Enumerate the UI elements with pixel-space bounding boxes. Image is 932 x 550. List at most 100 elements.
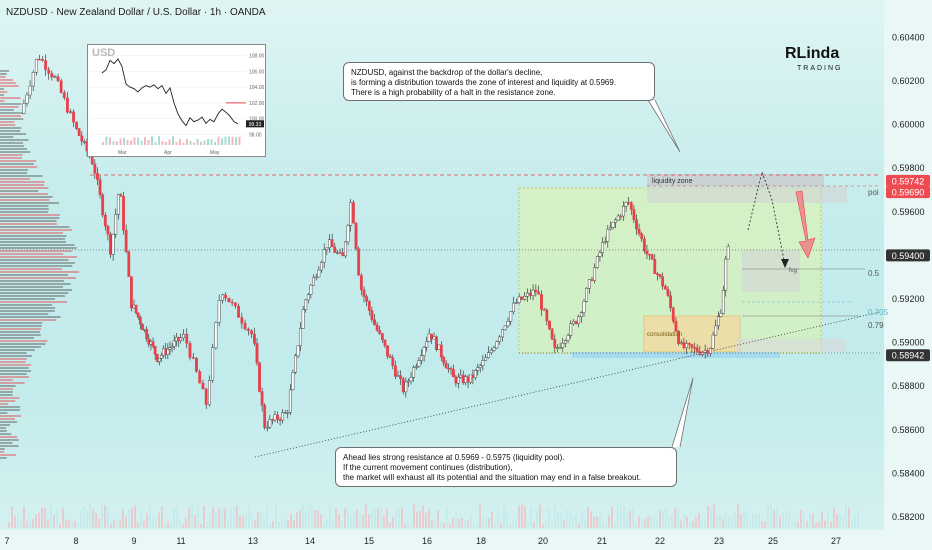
volume-bar (545, 520, 547, 528)
volume-profile-bar (0, 103, 22, 105)
candle-up (517, 296, 521, 303)
volume-bar (464, 520, 466, 528)
candle-down (650, 254, 654, 260)
volume-bar (278, 521, 280, 528)
volume-bar (629, 510, 631, 528)
candle-up (587, 279, 591, 289)
volume-bar (116, 521, 118, 528)
poi-box (647, 186, 847, 203)
x-tick-label: 20 (538, 536, 548, 546)
inset-volume-bar (119, 138, 122, 145)
y-tick-label: 0.59000 (892, 338, 925, 348)
candle-up (304, 299, 308, 310)
volume-bar (251, 514, 253, 528)
candle-up (512, 302, 515, 312)
volume-profile-bar (0, 427, 7, 429)
candle-down (101, 194, 105, 216)
inset-line (101, 58, 239, 127)
x-tick-label: 13 (248, 536, 258, 546)
candle-up (83, 141, 86, 143)
volume-profile-bar (0, 175, 43, 177)
volume-bar (410, 521, 412, 528)
volume-bar (401, 508, 403, 528)
candle-up (273, 414, 277, 421)
volume-bar (689, 522, 691, 528)
volume-bar (491, 511, 493, 528)
volume-bar (164, 522, 166, 528)
volume-bar (290, 513, 292, 528)
candle-up (577, 316, 581, 324)
candle-down (106, 226, 110, 235)
volume-profile-bar (0, 319, 57, 321)
volume-profile-bar (0, 163, 34, 165)
volume-bar (350, 514, 352, 528)
volume-bar (44, 507, 46, 528)
volume-bar (23, 506, 25, 528)
volume-bar (296, 512, 298, 528)
volume-profile-bar (0, 244, 75, 246)
candle-down (195, 358, 198, 372)
volume-bar (746, 512, 748, 528)
volume-bar (386, 508, 388, 528)
volume-bar (269, 523, 271, 528)
candle-up (566, 335, 570, 341)
volume-profile-bar (0, 208, 49, 210)
candle-down (134, 304, 138, 314)
candle-down (637, 228, 641, 234)
volume-bar (152, 516, 154, 528)
y-tick-label: 0.59600 (892, 207, 925, 217)
volume-profile-bar (0, 214, 61, 216)
volume-profile-bar (0, 337, 34, 339)
inset-volume-bar (231, 136, 234, 145)
candle-up (478, 365, 482, 368)
volume-profile-bar (0, 145, 24, 147)
volume-bar (557, 512, 559, 528)
candle-up (294, 355, 297, 373)
volume-bar (398, 509, 400, 528)
candle-down (151, 341, 155, 347)
candle-down (439, 344, 443, 358)
candle-up (306, 294, 310, 301)
volume-profile-bar (0, 397, 20, 399)
inset-volume-bar (154, 142, 157, 145)
volume-bar (107, 507, 109, 528)
volume-bar (416, 511, 418, 528)
candle-down (338, 252, 342, 254)
volume-bar (854, 514, 856, 528)
volume-bar (239, 515, 241, 528)
volume-profile-bar (0, 388, 13, 390)
volume-profile-bar (0, 430, 7, 432)
volume-bar (389, 522, 391, 528)
candle-up (492, 347, 496, 351)
volume-bar (824, 520, 826, 528)
volume-bar (233, 505, 235, 528)
volume-bar (425, 512, 427, 528)
volume-profile-bar (0, 265, 73, 267)
candle-up (422, 347, 426, 356)
candle-down (449, 368, 453, 370)
candle-down (442, 357, 446, 364)
volume-bar (140, 509, 142, 528)
candle-up (116, 194, 120, 215)
volume-bar (17, 514, 19, 528)
volume-bar (158, 512, 160, 528)
candle-down (471, 374, 475, 379)
candle-up (220, 294, 224, 301)
candle-up (495, 341, 499, 349)
volume-bar (224, 508, 226, 528)
logo-text-top: RLinda (785, 45, 839, 62)
volume-bar (218, 508, 220, 528)
candle-down (388, 355, 392, 358)
volume-bar (11, 506, 13, 528)
volume-bar (92, 509, 94, 528)
volume-bar (614, 522, 616, 528)
volume-bar (395, 509, 397, 528)
volume-bar (383, 514, 385, 528)
volume-bar (653, 517, 655, 528)
candle-up (709, 348, 712, 354)
candle-down (333, 246, 337, 253)
candle-up (346, 225, 350, 243)
candle-down (674, 321, 678, 332)
volume-profile-bar (0, 166, 38, 168)
